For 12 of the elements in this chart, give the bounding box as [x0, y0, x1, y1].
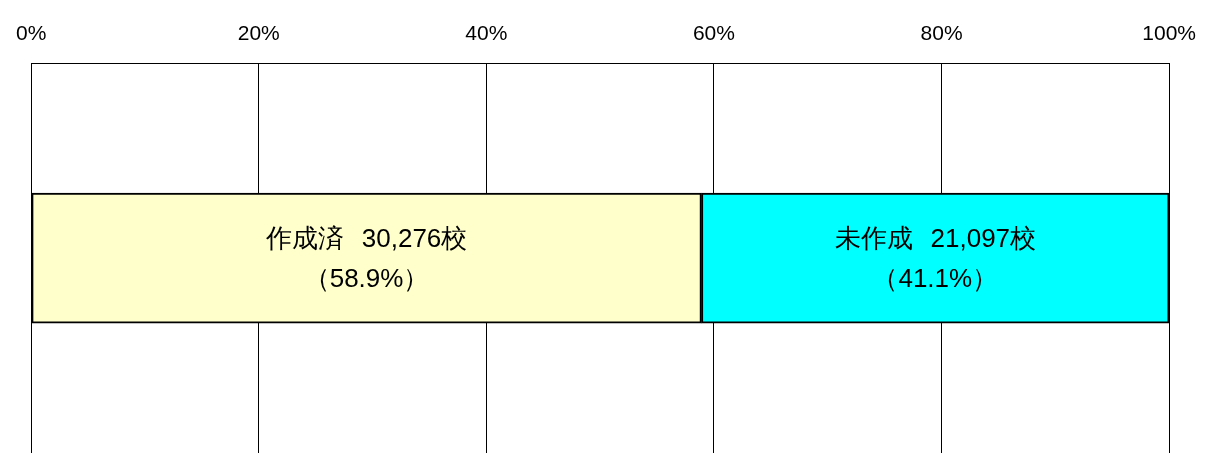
annotation: 30,276校 — [361, 223, 468, 254]
series-label: 作成済 — [264, 223, 344, 254]
x-tick-label: 100% — [1142, 21, 1196, 45]
x-tick-label: 0% — [16, 21, 47, 45]
x-tick-label: 60% — [692, 21, 735, 45]
series-label: 未作成 — [834, 223, 913, 254]
x-tick-label: 20% — [237, 21, 280, 45]
x-tick-label: 40% — [465, 21, 508, 45]
data-label: （58.9%） — [303, 263, 430, 294]
data-label: （41.1%） — [872, 263, 999, 294]
x-tick-label: 80% — [920, 21, 963, 45]
annotation: 21,097校 — [930, 223, 1037, 254]
